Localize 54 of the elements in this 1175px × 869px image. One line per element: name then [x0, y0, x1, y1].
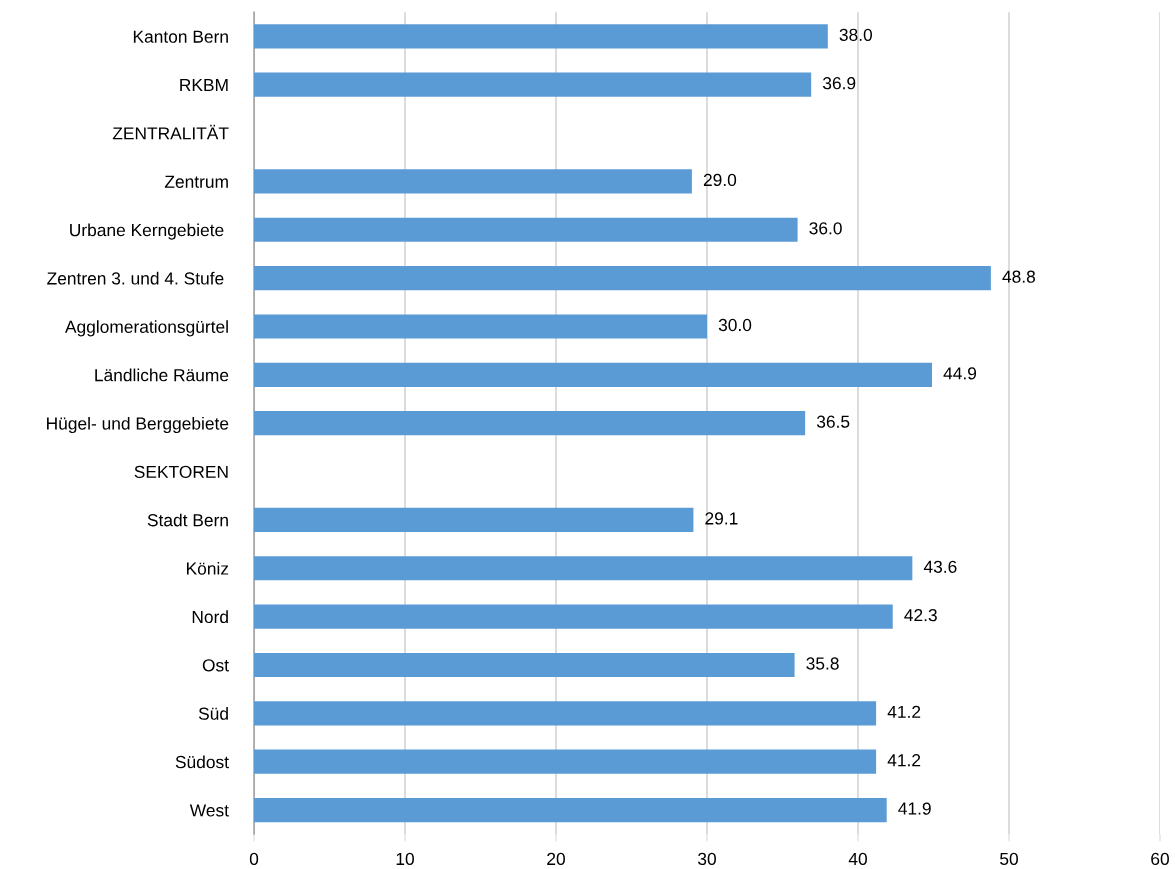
bar	[254, 604, 893, 629]
y-tick-label: Zentrum	[164, 175, 228, 188]
y-tick-label: RKBM	[180, 79, 228, 91]
bar	[254, 217, 798, 242]
x-tick-label: 50	[1000, 852, 1018, 866]
x-tick-label: 0	[249, 852, 259, 866]
x-tick-label: 60	[1151, 852, 1169, 866]
y-tick-label: Hügel- und Berggebiete	[47, 416, 229, 434]
y-tick-label: Köniz	[187, 561, 229, 575]
bar	[254, 749, 877, 774]
y-tick-label: SEKTOREN	[134, 465, 228, 479]
bar	[254, 507, 694, 533]
bar	[254, 72, 812, 97]
data-label: 29.1	[705, 512, 738, 525]
data-label: 38.0	[839, 28, 873, 42]
data-label: 36.9	[822, 77, 856, 90]
data-label: 41.9	[898, 802, 931, 815]
data-label: 41.2	[887, 754, 921, 767]
bar	[254, 266, 991, 291]
y-tick-label: Nord	[192, 610, 228, 624]
data-label: 44.9	[943, 367, 977, 380]
bar	[254, 652, 795, 678]
data-label: 29.0	[703, 173, 737, 187]
data-label: 41.2	[887, 705, 921, 718]
data-label: 42.3	[904, 609, 937, 622]
data-label: 43.6	[923, 560, 957, 573]
y-tick-label: Urbane Kerngebiete	[70, 223, 224, 240]
y-tick-label: Zentren 3. und 4. Stufe	[47, 271, 224, 285]
bar	[254, 24, 828, 49]
y-tick-label: Stadt Bern	[147, 513, 228, 527]
bar	[254, 411, 806, 436]
data-label: 35.8	[806, 657, 839, 670]
bar	[254, 362, 932, 387]
x-tick-label: 10	[396, 852, 414, 866]
y-tick-label: Süd	[198, 707, 228, 720]
y-tick-label: West	[189, 804, 229, 817]
x-tick-label: 40	[848, 852, 867, 866]
y-tick-label: ZENTRALITÄT	[112, 124, 229, 140]
y-tick-label: Agglomerationsgürtel	[64, 320, 228, 337]
bar	[254, 797, 887, 823]
x-tick-label: 30	[698, 852, 716, 866]
y-tick-label: Ländliche Räume	[95, 368, 229, 382]
y-tick-label: Ost	[202, 659, 229, 672]
bar	[254, 556, 913, 581]
bar	[254, 314, 707, 339]
data-label: 30.0	[718, 318, 752, 332]
x-tick-label: 20	[547, 852, 565, 866]
data-label: 48.8	[1002, 270, 1036, 283]
bar	[254, 701, 877, 726]
data-label: 36.5	[816, 415, 850, 428]
y-tick-label: Südost	[175, 755, 229, 769]
data-label: 36.0	[809, 222, 842, 235]
y-tick-label: Kanton Bern	[133, 30, 228, 43]
bar	[254, 169, 692, 194]
